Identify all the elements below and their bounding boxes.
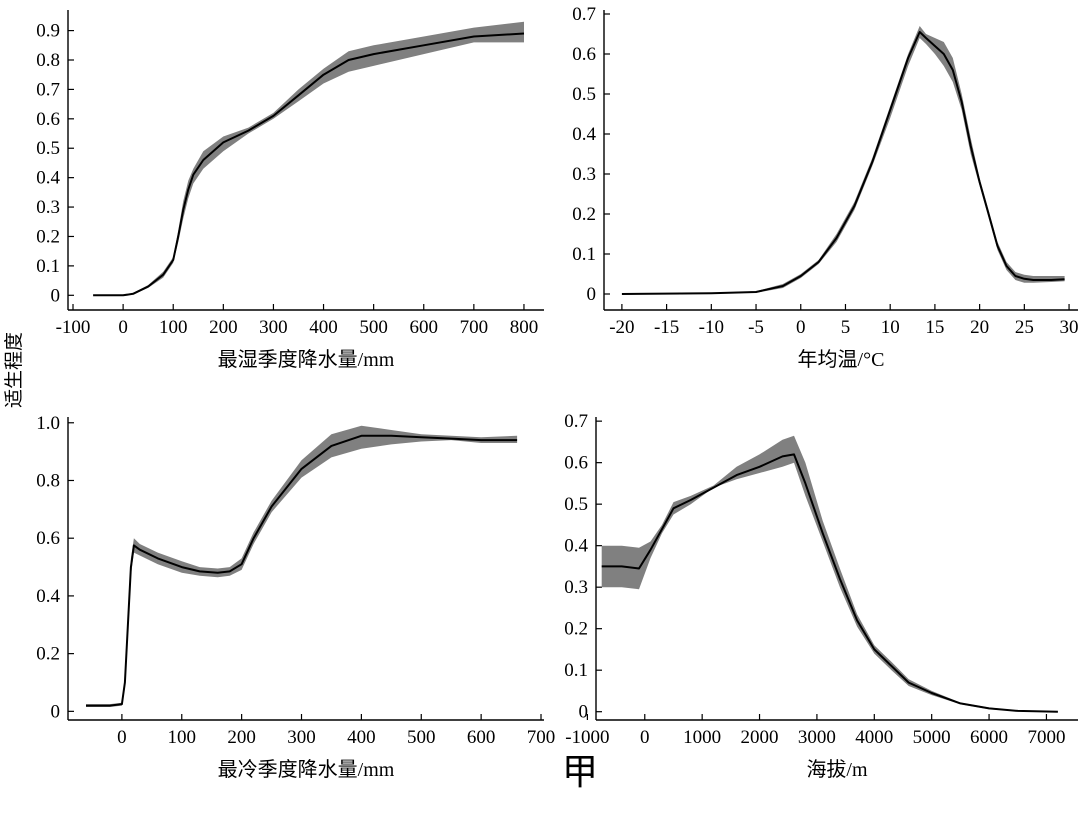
x-tick-label: -15	[654, 317, 679, 338]
response-curve	[93, 32, 525, 297]
response-curve	[601, 453, 1058, 713]
x-tick-label: 600	[409, 317, 438, 338]
confidence-band	[93, 21, 524, 296]
x-tick-label: -5	[748, 317, 764, 338]
x-tick-label: 200	[227, 727, 256, 748]
x-tick-label: 100	[168, 727, 197, 748]
y-tick-label: 0.7	[564, 411, 588, 432]
y-tick-label: 0.7	[572, 4, 596, 25]
x-tick-label: 30	[1060, 317, 1079, 338]
y-tick-label: 0.7	[36, 79, 60, 100]
response-curve	[621, 31, 1065, 295]
x-tick-label: 0	[117, 727, 127, 748]
chart-panel-elevation: 0 0.1 0.2 0.3 0.4 0.5 0.6 0.7 -1000 0 1000 2000 3000…	[564, 411, 1078, 781]
y-tick-label: 0	[587, 284, 597, 305]
x-tick-label: 0	[118, 317, 128, 338]
y-tick-label: 0.8	[36, 470, 60, 491]
y-tick-label: 0.6	[572, 44, 596, 65]
chart-panel-annual-mean-temperature: 0 0.1 0.2 0.3 0.4 0.5 0.6 0.7 -20 -15 -10 -5 0 5 10 15 2…	[572, 4, 1078, 371]
y-tick-label: 0.4	[572, 124, 596, 145]
x-tick-label: 4000	[855, 727, 893, 748]
x-tick-label: 400	[347, 727, 376, 748]
y-tick-label: 0.8	[36, 50, 60, 71]
x-tick-label: 500	[407, 727, 436, 748]
chart-panel-wettest-quarter-precipitation: 0 0.1 0.2 0.3 0.4 0.5 0.6 0.7 0.8 0.9 -100 0 100 200 3…	[36, 10, 544, 371]
x-axis-title: 最冷季度降水量/mm	[218, 758, 395, 781]
y-tick-label: 0.6	[36, 109, 60, 130]
x-tick-label: 700	[460, 317, 489, 338]
x-tick-label: 500	[359, 317, 388, 338]
x-tick-label: 100	[159, 317, 188, 338]
y-tick-label: 0.3	[572, 164, 596, 185]
x-tick-label: 15	[925, 317, 944, 338]
y-tick-label: 0	[51, 285, 61, 306]
x-tick-label: 700	[527, 727, 556, 748]
y-tick-label: 0.3	[564, 577, 588, 598]
x-tick-label: 25	[1015, 317, 1034, 338]
figure-label: 甲	[562, 752, 598, 792]
y-tick-label: 0.2	[36, 226, 60, 247]
confidence-band	[621, 26, 1065, 294]
y-tick-label: 0.2	[564, 619, 588, 640]
y-tick-label: 0	[51, 701, 61, 722]
x-tick-label: 0	[796, 317, 806, 338]
y-tick-label: 0.5	[572, 84, 596, 105]
shared-y-axis-title: 适生程度	[3, 332, 25, 408]
y-tick-label: 0.5	[36, 138, 60, 159]
x-tick-label: 200	[209, 317, 238, 338]
x-tick-label: 600	[467, 727, 496, 748]
x-tick-label: 400	[309, 317, 338, 338]
x-tick-label: -1000	[565, 727, 609, 748]
x-tick-label: -20	[609, 317, 634, 338]
y-tick-label: 0.9	[36, 21, 60, 42]
x-tick-label: 20	[970, 317, 989, 338]
y-tick-label: 0.4	[564, 536, 588, 557]
x-tick-label: 7000	[1027, 727, 1065, 748]
y-tick-label: 0.1	[572, 244, 596, 265]
confidence-band	[601, 435, 1058, 712]
y-tick-label: 0.2	[36, 644, 60, 665]
response-curve	[86, 434, 518, 707]
x-tick-label: 1000	[683, 727, 721, 748]
x-tick-label: 3000	[798, 727, 836, 748]
x-tick-label: 0	[640, 727, 650, 748]
x-axis-title: 年均温/°C	[798, 348, 885, 371]
y-tick-label: 1.0	[36, 413, 60, 434]
x-tick-label: 5000	[913, 727, 951, 748]
y-tick-label: 0	[579, 702, 589, 723]
chart-panel-coldest-quarter-precipitation: 0 0.2 0.4 0.6 0.8 1.0 0 100 200 300 400 500 600 700 最冷…	[36, 413, 555, 781]
x-tick-label: 10	[881, 317, 900, 338]
y-tick-label: 0.2	[572, 204, 596, 225]
y-tick-label: 0.5	[564, 494, 588, 515]
y-tick-label: 0.1	[36, 256, 60, 277]
x-tick-label: 6000	[970, 727, 1008, 748]
x-tick-label: 2000	[741, 727, 779, 748]
x-tick-label: 5	[841, 317, 851, 338]
y-tick-label: 0.3	[36, 197, 60, 218]
y-tick-label: 0.4	[36, 586, 60, 607]
y-tick-label: 0.1	[564, 660, 588, 681]
confidence-band	[86, 425, 518, 707]
x-tick-label: 800	[510, 317, 539, 338]
x-axis-title: 海拔/m	[806, 758, 868, 781]
x-tick-label: -100	[56, 317, 91, 338]
x-tick-label: 300	[259, 317, 288, 338]
y-tick-label: 0.4	[36, 168, 60, 189]
y-tick-label: 0.6	[564, 453, 588, 474]
y-tick-label: 0.6	[36, 528, 60, 549]
x-axis-title: 最湿季度降水量/mm	[218, 348, 395, 371]
x-tick-label: -10	[699, 317, 724, 338]
x-tick-label: 300	[287, 727, 316, 748]
